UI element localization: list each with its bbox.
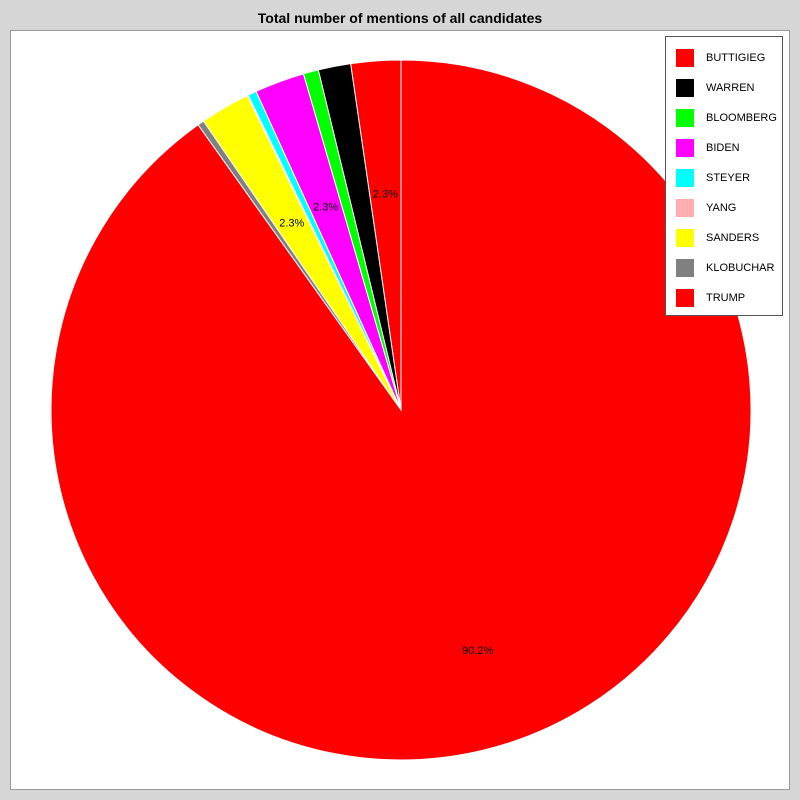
chart-title: Total number of mentions of all candidat…	[257, 10, 543, 26]
legend-label: KLOBUCHAR	[706, 262, 775, 274]
legend-label: WARREN	[706, 82, 755, 94]
legend-item-bloomberg: BLOOMBERG	[676, 109, 784, 129]
legend-item-yang: YANG	[676, 199, 784, 219]
legend-label: BUTTIGIEG	[706, 52, 766, 64]
legend-swatch	[676, 259, 694, 277]
legend-item-steyer: STEYER	[676, 169, 784, 189]
legend-item-sanders: SANDERS	[676, 229, 784, 249]
legend: BUTTIGIEG WARREN BLOOMBERG BIDEN STEYER YANG S…	[665, 36, 783, 316]
legend-label: BLOOMBERG	[706, 112, 777, 124]
legend-item-warren: WARREN	[676, 79, 784, 99]
slice-label-sanders: 2.3%	[279, 217, 304, 229]
legend-label: SANDERS	[706, 232, 760, 244]
legend-swatch	[676, 199, 694, 217]
legend-swatch	[676, 229, 694, 247]
legend-swatch	[676, 109, 694, 127]
legend-item-buttigieg: BUTTIGIEG	[676, 49, 784, 69]
slice-label-trump: 90.2%	[462, 645, 493, 657]
slice-label-biden: 2.3%	[313, 202, 338, 214]
legend-swatch	[676, 139, 694, 157]
legend-swatch	[676, 289, 694, 307]
legend-label: STEYER	[706, 172, 751, 184]
slice-label-buttigieg: 2.3%	[373, 189, 398, 201]
legend-label: TRUMP	[706, 292, 746, 304]
pie-chart: 2.3% 2.3% 2.3% 90.2%	[50, 59, 752, 761]
legend-swatch	[676, 79, 694, 97]
legend-label: BIDEN	[706, 142, 740, 154]
legend-item-biden: BIDEN	[676, 139, 784, 159]
legend-item-klobuchar: KLOBUCHAR	[676, 259, 784, 279]
legend-label: YANG	[706, 202, 737, 214]
legend-swatch	[676, 49, 694, 67]
pie-slice-trump	[50, 59, 752, 761]
legend-swatch	[676, 169, 694, 187]
legend-item-trump: TRUMP	[676, 289, 784, 309]
plot-area: 2.3% 2.3% 2.3% 90.2%	[10, 30, 790, 790]
